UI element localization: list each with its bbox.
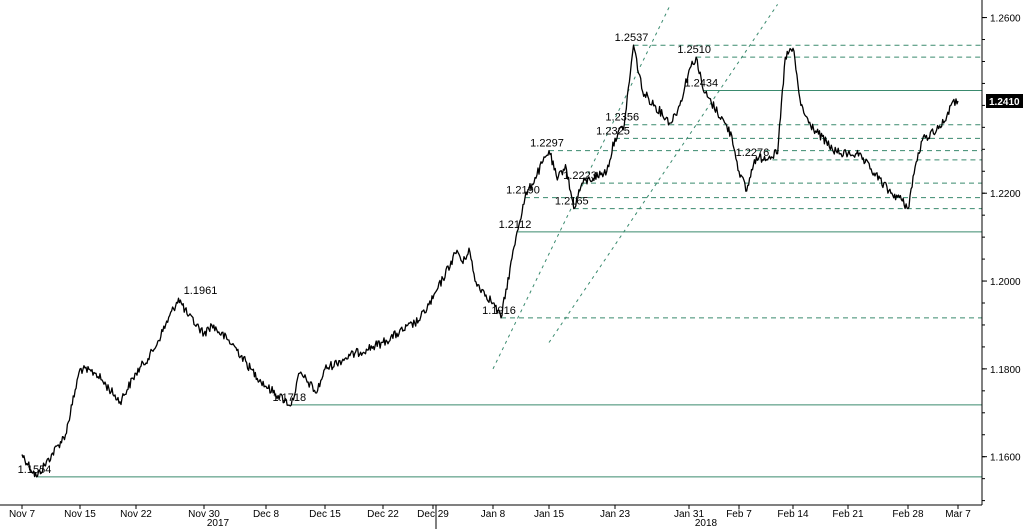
horizontal-levels [36, 44, 982, 478]
year-label-2018: 2018 [695, 518, 718, 529]
x-tick-label-4: Dec 8 [253, 509, 280, 520]
x-tick-label-2: Nov 22 [120, 509, 152, 520]
x-tick-label-9: Jan 15 [534, 509, 564, 520]
x-tick-label-11: Jan 31 [674, 509, 704, 520]
level-label-12: 1.1718 [272, 392, 306, 404]
level-label-0: 1.2537 [615, 32, 649, 44]
price-line [21, 44, 959, 478]
level-label-7: 1.2223 [563, 170, 597, 182]
year-label-2017: 2017 [207, 518, 230, 529]
x-tick-label-3: Nov 30 [188, 509, 220, 520]
level-label-1: 1.2510 [677, 44, 711, 56]
level-label-6: 1.2276 [736, 147, 770, 159]
y-tick-label-1: 1.1800 [990, 365, 1021, 376]
x-tick-label-8: Jan 8 [481, 509, 506, 520]
x-tick-label-0: Nov 7 [9, 509, 36, 520]
annotation-label-0: 1.1961 [184, 285, 218, 297]
x-tick-label-10: Jan 23 [600, 509, 630, 520]
x-tick-label-15: Feb 28 [892, 509, 924, 520]
last-value-label: 1.2410 [989, 97, 1020, 108]
level-label-13: 1.1554 [18, 464, 52, 476]
x-tick-label-16: Mar 7 [945, 509, 971, 520]
level-label-11: 1.1916 [482, 305, 516, 317]
x-tick-label-6: Dec 22 [367, 509, 399, 520]
channel-lines [492, 4, 778, 370]
channel-line-1 [548, 4, 778, 343]
x-tick-label-12: Feb 7 [726, 509, 752, 520]
level-label-10: 1.2112 [499, 219, 532, 231]
level-label-4: 1.2325 [596, 125, 630, 137]
channel-line-0 [492, 4, 671, 370]
last-value-box [986, 94, 1023, 108]
y-tick-label-4: 1.2600 [990, 14, 1021, 25]
level-label-5: 1.2297 [530, 138, 564, 150]
x-tick-label-7: Dec 29 [417, 509, 449, 520]
y-tick-label-2: 1.2000 [990, 277, 1021, 288]
level-label-2: 1.2434 [684, 77, 718, 89]
level-label-8: 1.2190 [506, 185, 540, 197]
y-tick-label-3: 1.2200 [990, 189, 1021, 200]
x-tick-label-13: Feb 14 [777, 509, 809, 520]
level-label-9: 1.2165 [555, 196, 589, 208]
x-tick-label-1: Nov 15 [64, 509, 96, 520]
x-tick-label-14: Feb 21 [832, 509, 864, 520]
level-label-3: 1.2356 [605, 112, 639, 124]
price-series [21, 44, 959, 478]
y-tick-label-0: 1.1600 [990, 453, 1021, 464]
x-tick-label-5: Dec 15 [309, 509, 341, 520]
